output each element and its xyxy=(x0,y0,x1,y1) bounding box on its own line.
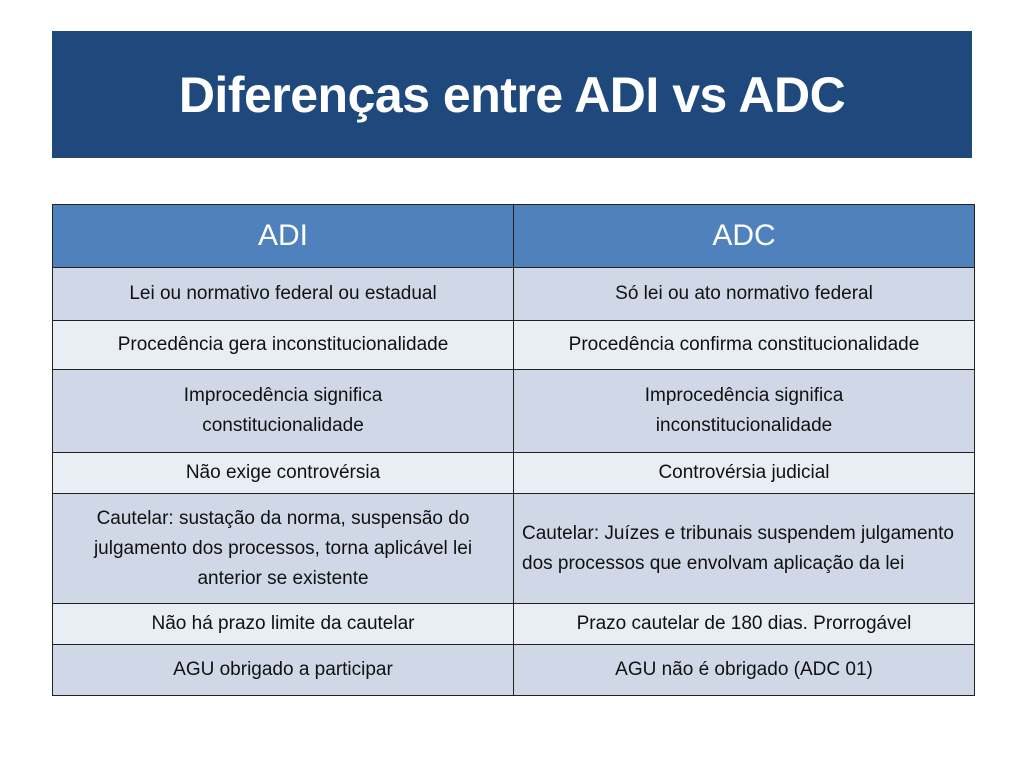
table-row: Cautelar: sustação da norma, suspensão d… xyxy=(52,493,975,604)
table-row: Não exige controvérsia Controvérsia judi… xyxy=(52,452,975,494)
cell-adi: AGU obrigado a participar xyxy=(52,644,514,696)
table-header-row: ADI ADC xyxy=(52,204,975,268)
header-adi: ADI xyxy=(52,204,514,268)
comparison-table: ADI ADC Lei ou normativo federal ou esta… xyxy=(52,204,975,696)
cell-adc: Cautelar: Juízes e tribunais suspendem j… xyxy=(513,493,975,604)
cell-adc: Procedência confirma constitucionalidade xyxy=(513,320,975,370)
cell-adi: Cautelar: sustação da norma, suspensão d… xyxy=(52,493,514,604)
cell-adi: Não exige controvérsia xyxy=(52,452,514,494)
table-row: Procedência gera inconstitucionalidade P… xyxy=(52,320,975,370)
cell-adi: Procedência gera inconstitucionalidade xyxy=(52,320,514,370)
table-row: Lei ou normativo federal ou estadual Só … xyxy=(52,267,975,321)
table-row: Não há prazo limite da cautelar Prazo ca… xyxy=(52,603,975,645)
title-banner: Diferenças entre ADI vs ADC xyxy=(52,31,972,158)
header-adc: ADC xyxy=(513,204,975,268)
cell-adc: Só lei ou ato normativo federal xyxy=(513,267,975,321)
table-row: AGU obrigado a participar AGU não é obri… xyxy=(52,644,975,696)
cell-adc: AGU não é obrigado (ADC 01) xyxy=(513,644,975,696)
cell-adc: Controvérsia judicial xyxy=(513,452,975,494)
cell-adc: Prazo cautelar de 180 dias. Prorrogável xyxy=(513,603,975,645)
cell-adi: Não há prazo limite da cautelar xyxy=(52,603,514,645)
table-row: Improcedência significa constitucionalid… xyxy=(52,369,975,453)
cell-adi: Lei ou normativo federal ou estadual xyxy=(52,267,514,321)
cell-adc: Improcedência significa inconstitucional… xyxy=(513,369,975,453)
cell-adi: Improcedência significa constitucionalid… xyxy=(52,369,514,453)
slide-title: Diferenças entre ADI vs ADC xyxy=(178,66,846,123)
